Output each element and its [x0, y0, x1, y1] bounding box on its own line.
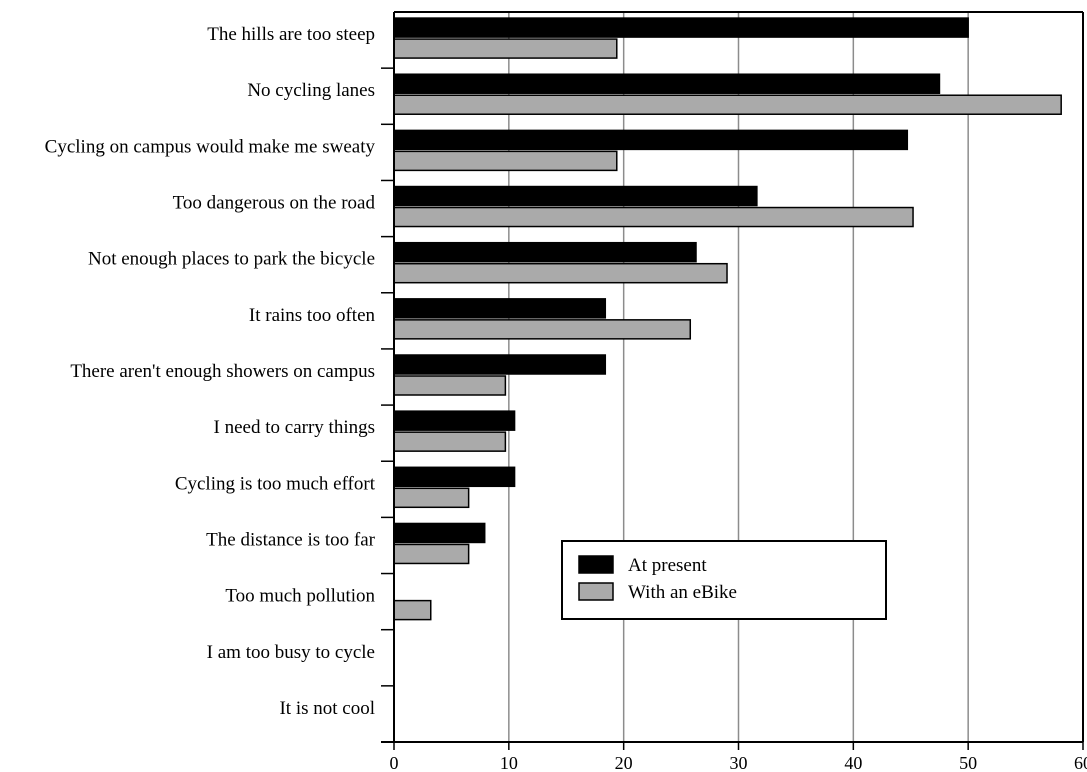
x-tick-label: 10: [500, 753, 518, 772]
bar-at-present: [393, 410, 516, 431]
x-tick-label: 0: [390, 753, 399, 772]
category-label: No cycling lanes: [247, 80, 375, 101]
legend-swatch: [578, 582, 614, 601]
x-tick-label: 50: [959, 753, 977, 772]
axes: [381, 11, 1084, 743]
category-label: Too dangerous on the road: [173, 193, 376, 214]
category-label: There aren't enough showers on campus: [70, 361, 375, 382]
bar-with-ebike: [393, 487, 470, 509]
bar-with-ebike: [393, 319, 692, 340]
x-axis-ticks: 0 10 20 30 40 50 60: [390, 742, 1087, 772]
bar-at-present: [393, 354, 607, 375]
bar-at-present: [393, 241, 697, 263]
category-label: Cycling on campus would make me sweaty: [45, 136, 376, 157]
legend-label: With an eBike: [628, 582, 737, 603]
category-label: Not enough places to park the bicycle: [88, 249, 375, 270]
category-label: It is not cool: [279, 698, 375, 719]
category-label: The distance is too far: [206, 529, 376, 550]
category-label: It rains too often: [249, 305, 376, 326]
category-label: The hills are too steep: [207, 24, 375, 45]
category-label: I need to carry things: [214, 417, 375, 438]
bar-at-present: [393, 73, 941, 94]
x-tick-label: 40: [844, 753, 862, 772]
category-labels: The hills are too steep No cycling lanes C…: [45, 24, 376, 719]
bar-with-ebike: [393, 206, 914, 228]
bar-at-present: [393, 466, 516, 488]
legend: At present With an eBike: [561, 540, 887, 620]
x-tick-label: 60: [1074, 753, 1087, 772]
bar-with-ebike: [393, 38, 618, 59]
bar-with-ebike: [393, 431, 507, 452]
bar-at-present: [393, 129, 909, 151]
bar-at-present: [393, 17, 969, 38]
bar-at-present: [393, 298, 607, 319]
bar-with-ebike: [393, 375, 507, 396]
category-label: Too much pollution: [225, 586, 375, 607]
bar-at-present: [393, 185, 758, 207]
bar-at-present: [393, 522, 486, 544]
bar-with-ebike: [393, 262, 728, 284]
grid-lines: [508, 12, 969, 742]
x-tick-label: 20: [615, 753, 633, 772]
legend-box: [561, 540, 887, 620]
bar-with-ebike: [393, 543, 470, 565]
bar-with-ebike: [393, 94, 1062, 115]
category-label: Cycling is too much effort: [175, 473, 376, 494]
x-tick-label: 30: [730, 753, 748, 772]
bar-with-ebike: [393, 599, 432, 621]
legend-label: At present: [628, 555, 707, 576]
bars: [393, 17, 1062, 621]
legend-swatch: [578, 555, 614, 574]
bar-with-ebike: [393, 150, 618, 172]
category-label: I am too busy to cycle: [207, 642, 375, 663]
